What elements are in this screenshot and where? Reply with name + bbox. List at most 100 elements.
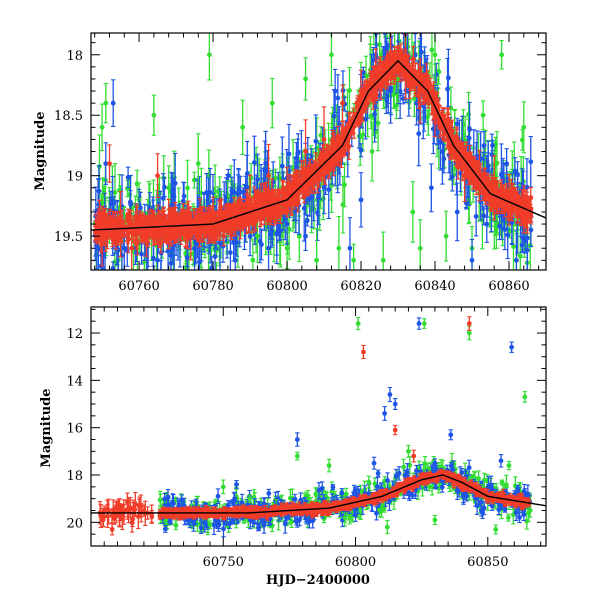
y-tick-label: 18 xyxy=(66,49,83,64)
bottom-y-axis-label: Magnitude xyxy=(39,388,54,467)
blue-data-point xyxy=(162,177,167,198)
green-data-point xyxy=(432,514,438,526)
green-data-point xyxy=(151,94,157,136)
y-tick-label: 18 xyxy=(66,469,83,484)
green-data-point xyxy=(499,39,505,70)
red-data-point xyxy=(174,513,180,518)
red-data-point xyxy=(282,504,288,510)
blue-data-point xyxy=(110,261,116,270)
blue-data-point xyxy=(528,135,534,188)
green-data-point xyxy=(355,316,361,331)
green-data-point xyxy=(108,277,113,289)
blue-data-point xyxy=(382,406,388,421)
blue-data-point xyxy=(484,205,490,243)
green-data-point xyxy=(493,524,499,535)
blue-data-point xyxy=(295,138,301,169)
red-data-point xyxy=(356,502,362,508)
blue-data-point xyxy=(473,196,479,237)
blue-data-point xyxy=(111,196,117,211)
blue-data-point xyxy=(103,142,109,185)
red-data-point xyxy=(411,449,417,463)
red-data-point xyxy=(361,344,366,360)
plot-area xyxy=(91,316,546,538)
blue-data-point xyxy=(232,236,238,270)
blue-data-point xyxy=(469,238,475,270)
blue-data-point xyxy=(514,229,519,270)
blue-data-point xyxy=(266,488,272,499)
green-data-point xyxy=(390,10,395,28)
green-data-point xyxy=(505,513,511,522)
y-tick-label: 14 xyxy=(66,374,83,389)
red-data-point xyxy=(155,153,160,199)
green-data-point xyxy=(103,82,109,124)
blue-data-point xyxy=(428,163,434,213)
blue-data-point xyxy=(509,341,515,353)
blue-data-point xyxy=(332,68,338,114)
blue-data-point xyxy=(387,386,393,403)
top-y-axis-label: Magnitude xyxy=(33,111,48,190)
x-tick-label: 60820 xyxy=(340,279,381,294)
blue-data-point xyxy=(110,79,116,128)
blue-data-point xyxy=(392,398,398,410)
blue-data-point xyxy=(416,317,422,330)
green-data-point xyxy=(406,444,411,458)
green-data-point xyxy=(326,458,332,473)
y-tick-label: 19 xyxy=(66,170,83,185)
green-data-point xyxy=(294,451,300,461)
x-tick-label: 60760 xyxy=(118,279,159,294)
red-data-point xyxy=(109,523,115,536)
green-data-point xyxy=(443,210,449,262)
green-data-point xyxy=(336,215,342,270)
x-tick-label: 60800 xyxy=(335,555,376,570)
blue-data-point xyxy=(125,166,131,189)
green-data-point xyxy=(173,520,179,531)
y-tick-label: 19.5 xyxy=(54,230,83,245)
red-data-point xyxy=(460,487,466,493)
blue-data-point xyxy=(294,432,300,447)
blue-data-point xyxy=(139,243,144,265)
green-data-point xyxy=(369,121,375,182)
y-tick-label: 18.5 xyxy=(54,109,83,124)
green-data-point xyxy=(303,57,308,101)
green-data-point xyxy=(99,103,105,152)
green-data-point xyxy=(195,133,201,194)
green-data-point xyxy=(220,479,226,495)
green-data-point xyxy=(366,475,372,489)
green-data-point xyxy=(269,77,275,129)
green-data-point xyxy=(351,243,357,270)
x-tick-label: 60850 xyxy=(467,555,508,570)
green-data-point xyxy=(206,33,212,81)
green-data-point xyxy=(421,318,427,329)
green-data-point xyxy=(340,175,346,234)
green-data-point xyxy=(250,240,256,270)
blue-data-point xyxy=(277,221,283,240)
green-data-point xyxy=(380,231,386,270)
red-data-point xyxy=(186,505,192,511)
blue-data-point xyxy=(304,214,310,227)
y-tick-label: 20 xyxy=(66,516,83,531)
blue-data-point xyxy=(490,139,495,152)
green-data-point xyxy=(480,100,486,131)
bottom-x-axis-label: HJD−2400000 xyxy=(266,573,370,588)
blue-data-point xyxy=(498,454,504,468)
blue-data-point xyxy=(358,143,364,158)
blue-data-point xyxy=(360,66,366,79)
blue-data-point xyxy=(403,33,409,36)
red-data-point xyxy=(107,144,112,183)
green-data-point xyxy=(394,33,399,34)
x-tick-label: 60840 xyxy=(414,279,455,294)
red-data-point xyxy=(392,424,398,436)
blue-data-point xyxy=(454,117,460,130)
y-tick-label: 16 xyxy=(66,422,83,437)
blue-data-point xyxy=(448,429,454,441)
x-tick-label: 60860 xyxy=(488,279,529,294)
green-data-point xyxy=(521,101,527,154)
green-data-point xyxy=(384,519,390,535)
green-data-point xyxy=(410,181,416,243)
blue-data-point xyxy=(204,173,209,212)
bottom-panel: 60750 60800 60850 12 14 16 18 20 xyxy=(66,306,547,570)
green-data-point xyxy=(240,99,246,155)
y-tick-label: 12 xyxy=(66,327,83,342)
green-data-point xyxy=(506,460,512,471)
plot-area xyxy=(91,10,546,289)
